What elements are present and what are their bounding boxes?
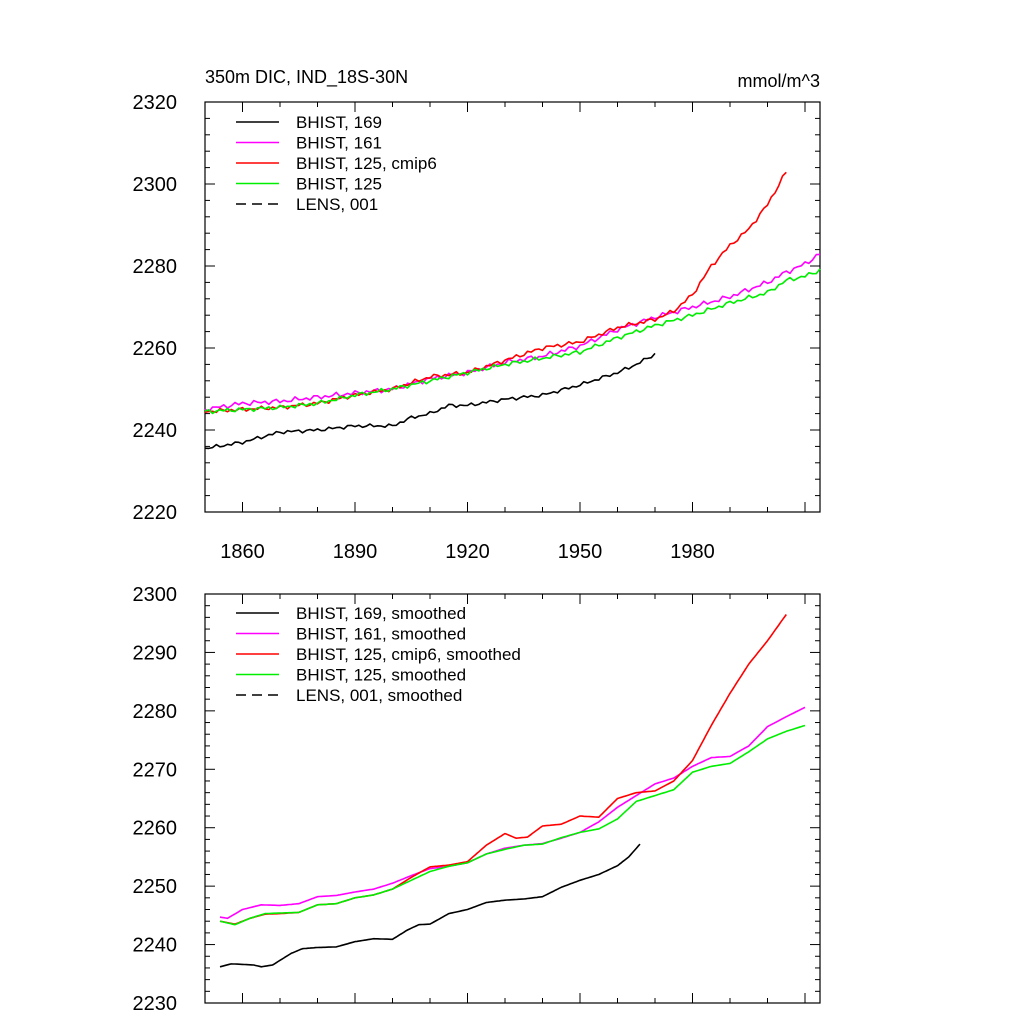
series-line-bhist-169	[204, 352, 656, 450]
x-tick-label: 1980	[670, 541, 715, 563]
x-tick-label: 1890	[333, 541, 378, 563]
y-tick-label: 2240	[133, 935, 178, 957]
plot-frame	[204, 101, 821, 513]
series-line-bhist-125	[204, 268, 821, 415]
y-tick-label: 2300	[133, 174, 178, 196]
legend-label: BHIST, 125, smoothed	[296, 666, 466, 685]
x-tick-label: 1950	[558, 541, 603, 563]
x-tick-label: 1920	[445, 541, 490, 563]
legend-label: BHIST, 125, cmip6, smoothed	[296, 645, 521, 664]
legend-label: BHIST, 169	[296, 113, 382, 132]
y-tick-label: 2290	[133, 642, 178, 664]
y-tick-label: 2280	[133, 701, 178, 723]
series-line-bhist-125-cmip6	[204, 171, 787, 414]
legend-label: LENS, 001, smoothed	[296, 686, 462, 705]
y-tick-label: 2280	[133, 256, 178, 278]
legend-label: BHIST, 125	[296, 175, 382, 194]
series-line-bhist-169-smoothed	[219, 843, 641, 968]
legend-label: BHIST, 125, cmip6	[296, 154, 437, 173]
series-line-bhist-161-smoothed	[219, 706, 806, 920]
y-tick-label: 2320	[133, 92, 178, 114]
bottom-panel: 2230 2240 2250 2260 2270 2280 2290 2300 BHIST, 1…	[133, 584, 821, 1015]
units-label: mmol/m^3	[738, 71, 820, 91]
y-tick-label: 2260	[133, 818, 178, 840]
legend-label: BHIST, 161, smoothed	[296, 625, 466, 644]
y-tick-label: 2250	[133, 876, 178, 898]
y-tick-label: 2230	[133, 993, 178, 1015]
x-tick-label: 1860	[220, 541, 265, 563]
y-tick-label: 2220	[133, 502, 178, 524]
series-line-bhist-125-smoothed	[219, 724, 806, 926]
y-tick-label: 2260	[133, 338, 178, 360]
top-panel: 2220 2240 2260 2280 2300 2320 1860 1890 1920 1950…	[133, 92, 821, 563]
legend-label: BHIST, 161	[296, 134, 382, 153]
plot-frame	[204, 593, 821, 1004]
legend-label: LENS, 001	[296, 195, 378, 214]
y-tick-label: 2240	[133, 420, 178, 442]
chart-title: 350m DIC, IND_18S-30N	[205, 67, 408, 88]
series-line-bhist-161	[204, 253, 821, 413]
y-tick-label: 2270	[133, 759, 178, 781]
y-tick-label: 2300	[133, 584, 178, 606]
legend-label: BHIST, 169, smoothed	[296, 604, 466, 623]
